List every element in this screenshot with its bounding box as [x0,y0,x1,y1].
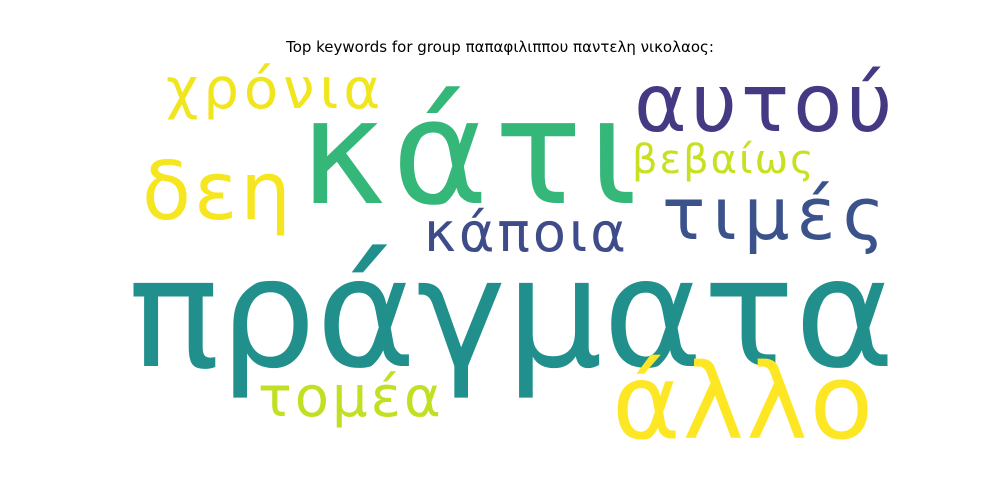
word-cloud-word: πράγματα [128,225,895,402]
word-cloud-word: κάτι [300,68,644,238]
word-cloud-word: βεβαίως [632,137,816,183]
word-cloud-word: άλλο [612,341,876,463]
word-cloud-word: τιμές [662,172,892,256]
word-cloud-word: τομέα [258,365,444,430]
word-cloud-word: αυτού [634,57,897,150]
word-cloud-word: χρόνια [166,57,386,122]
chart-title: Top keywords for group παπαφιλιππου παντ… [286,38,714,56]
word-cloud-word: κάποια [424,201,629,264]
word-cloud-word: δεη [142,145,294,238]
